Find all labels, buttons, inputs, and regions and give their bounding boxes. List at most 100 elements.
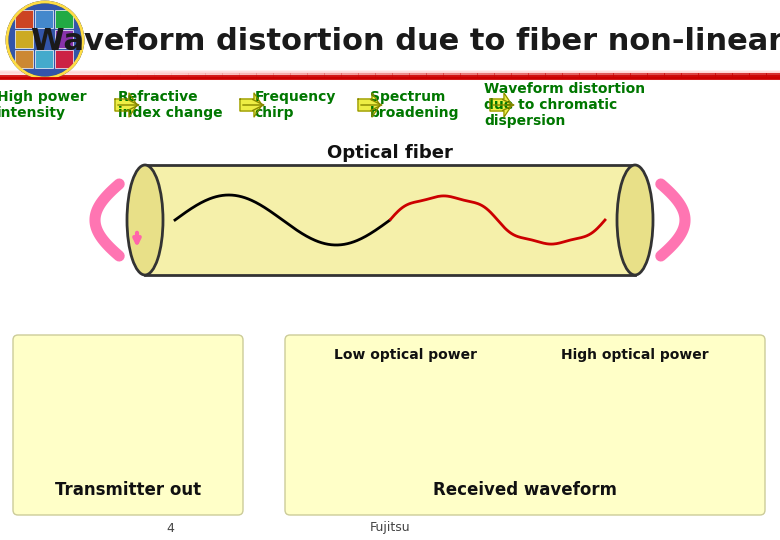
FancyBboxPatch shape xyxy=(593,73,597,78)
FancyBboxPatch shape xyxy=(725,73,729,78)
FancyBboxPatch shape xyxy=(402,73,406,78)
FancyBboxPatch shape xyxy=(495,73,498,78)
FancyBboxPatch shape xyxy=(144,73,147,78)
FancyBboxPatch shape xyxy=(532,73,535,78)
FancyBboxPatch shape xyxy=(480,73,484,78)
Text: Fujitsu: Fujitsu xyxy=(370,522,410,535)
FancyBboxPatch shape xyxy=(423,73,427,78)
FancyBboxPatch shape xyxy=(470,73,474,78)
FancyBboxPatch shape xyxy=(0,73,780,75)
FancyBboxPatch shape xyxy=(260,73,264,78)
FancyBboxPatch shape xyxy=(345,73,349,78)
FancyBboxPatch shape xyxy=(229,73,232,78)
FancyBboxPatch shape xyxy=(607,73,610,78)
FancyBboxPatch shape xyxy=(178,73,182,78)
Text: Spectrum
broadening: Spectrum broadening xyxy=(370,90,459,120)
FancyBboxPatch shape xyxy=(440,73,444,78)
FancyBboxPatch shape xyxy=(750,73,753,78)
FancyBboxPatch shape xyxy=(0,72,780,74)
FancyBboxPatch shape xyxy=(0,70,780,72)
FancyBboxPatch shape xyxy=(430,73,434,78)
FancyBboxPatch shape xyxy=(358,73,362,78)
FancyBboxPatch shape xyxy=(274,73,277,78)
FancyBboxPatch shape xyxy=(474,73,477,78)
FancyBboxPatch shape xyxy=(284,73,287,78)
FancyBboxPatch shape xyxy=(15,30,33,48)
FancyBboxPatch shape xyxy=(518,73,522,78)
FancyBboxPatch shape xyxy=(55,10,73,28)
FancyBboxPatch shape xyxy=(566,73,569,78)
FancyBboxPatch shape xyxy=(13,335,243,515)
FancyBboxPatch shape xyxy=(324,73,328,78)
FancyBboxPatch shape xyxy=(338,73,342,78)
FancyBboxPatch shape xyxy=(617,73,620,78)
FancyBboxPatch shape xyxy=(413,73,417,78)
FancyBboxPatch shape xyxy=(253,73,257,78)
FancyBboxPatch shape xyxy=(712,73,715,78)
FancyBboxPatch shape xyxy=(219,73,222,78)
FancyBboxPatch shape xyxy=(443,73,447,78)
FancyBboxPatch shape xyxy=(623,73,627,78)
FancyBboxPatch shape xyxy=(427,73,430,78)
FancyBboxPatch shape xyxy=(406,73,410,78)
FancyBboxPatch shape xyxy=(0,71,780,73)
Text: Waveform distortion due to fiber non-linearity: Waveform distortion due to fiber non-lin… xyxy=(31,28,780,57)
FancyBboxPatch shape xyxy=(715,73,719,78)
FancyBboxPatch shape xyxy=(508,73,512,78)
FancyBboxPatch shape xyxy=(515,73,518,78)
Text: High power
intensity: High power intensity xyxy=(0,90,87,120)
FancyBboxPatch shape xyxy=(161,73,165,78)
FancyBboxPatch shape xyxy=(317,73,321,78)
FancyBboxPatch shape xyxy=(746,73,750,78)
FancyBboxPatch shape xyxy=(685,73,688,78)
Text: Low optical power: Low optical power xyxy=(334,348,477,362)
Text: Received waveform: Received waveform xyxy=(433,481,617,499)
Polygon shape xyxy=(358,93,380,117)
FancyBboxPatch shape xyxy=(321,73,324,78)
FancyBboxPatch shape xyxy=(158,73,161,78)
FancyBboxPatch shape xyxy=(209,73,212,78)
Polygon shape xyxy=(240,93,262,117)
Circle shape xyxy=(7,2,83,78)
FancyBboxPatch shape xyxy=(375,73,379,78)
FancyBboxPatch shape xyxy=(399,73,402,78)
Text: Optical fiber: Optical fiber xyxy=(327,144,453,162)
FancyBboxPatch shape xyxy=(420,73,423,78)
FancyBboxPatch shape xyxy=(195,73,199,78)
FancyBboxPatch shape xyxy=(658,73,661,78)
FancyBboxPatch shape xyxy=(580,73,583,78)
FancyBboxPatch shape xyxy=(332,73,335,78)
FancyBboxPatch shape xyxy=(294,73,297,78)
FancyBboxPatch shape xyxy=(505,73,508,78)
FancyBboxPatch shape xyxy=(300,73,304,78)
FancyBboxPatch shape xyxy=(708,73,712,78)
FancyBboxPatch shape xyxy=(705,73,709,78)
FancyBboxPatch shape xyxy=(290,73,294,78)
FancyBboxPatch shape xyxy=(654,73,658,78)
FancyBboxPatch shape xyxy=(668,73,672,78)
FancyBboxPatch shape xyxy=(661,73,665,78)
FancyBboxPatch shape xyxy=(285,335,765,515)
FancyBboxPatch shape xyxy=(498,73,502,78)
FancyBboxPatch shape xyxy=(627,73,630,78)
FancyBboxPatch shape xyxy=(297,73,301,78)
FancyBboxPatch shape xyxy=(719,73,722,78)
FancyBboxPatch shape xyxy=(770,73,773,78)
FancyBboxPatch shape xyxy=(597,73,600,78)
FancyBboxPatch shape xyxy=(562,73,566,78)
FancyBboxPatch shape xyxy=(277,73,280,78)
FancyBboxPatch shape xyxy=(777,73,780,78)
FancyBboxPatch shape xyxy=(392,73,396,78)
FancyBboxPatch shape xyxy=(335,73,338,78)
FancyBboxPatch shape xyxy=(382,73,385,78)
Text: Refractive
index change: Refractive index change xyxy=(118,90,222,120)
FancyBboxPatch shape xyxy=(310,73,314,78)
FancyBboxPatch shape xyxy=(287,73,290,78)
FancyBboxPatch shape xyxy=(250,73,253,78)
FancyBboxPatch shape xyxy=(576,73,580,78)
FancyBboxPatch shape xyxy=(239,73,243,78)
FancyBboxPatch shape xyxy=(342,73,345,78)
FancyBboxPatch shape xyxy=(55,30,73,48)
FancyBboxPatch shape xyxy=(348,73,352,78)
FancyBboxPatch shape xyxy=(172,73,175,78)
